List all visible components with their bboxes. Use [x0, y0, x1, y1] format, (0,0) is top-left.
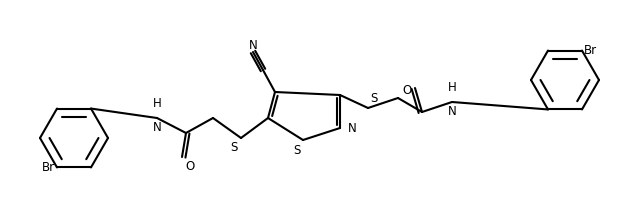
Text: N: N — [152, 121, 161, 134]
Text: N: N — [447, 105, 456, 118]
Text: O: O — [185, 160, 195, 173]
Text: S: S — [294, 144, 301, 157]
Text: H: H — [152, 97, 161, 110]
Text: Br: Br — [42, 161, 55, 174]
Text: O: O — [403, 84, 412, 97]
Text: Br: Br — [584, 44, 597, 57]
Text: H: H — [447, 81, 456, 94]
Text: N: N — [248, 39, 257, 52]
Text: S: S — [230, 141, 238, 154]
Text: N: N — [348, 121, 356, 134]
Text: S: S — [370, 92, 378, 105]
